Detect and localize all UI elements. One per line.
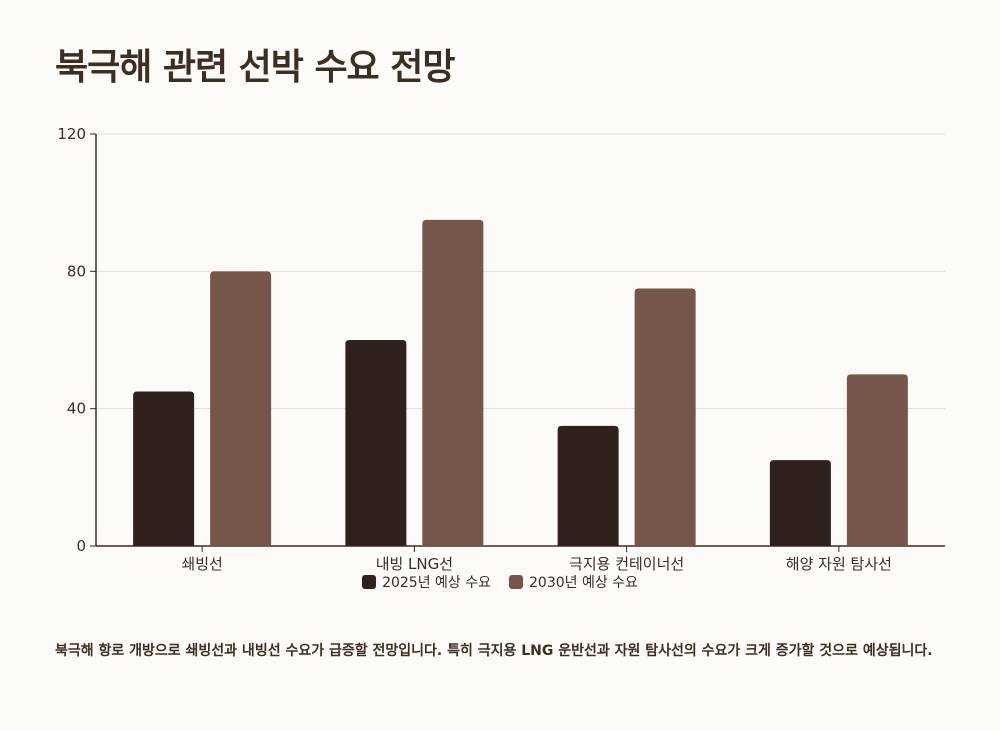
y-tick-label: 0 (76, 537, 86, 555)
bar-2025-2 (557, 425, 619, 546)
chart-title: 북극해 관련 선박 수요 전망 (55, 47, 455, 88)
legend-label-2025: 2025년 예상 수요 (382, 575, 491, 591)
bar-2030-0 (210, 271, 272, 546)
y-tick-label: 120 (57, 125, 86, 143)
bar-2025-1 (345, 340, 407, 546)
chart-description: 북극해 항로 개방으로 쇄빙선과 내빙선 수요가 급증할 전망입니다. 특히 극… (55, 643, 933, 659)
bar-2025-0 (133, 391, 195, 546)
legend-swatch-2025 (362, 575, 377, 589)
x-category-label: 해양 자원 탐사선 (786, 555, 892, 573)
bar-2025-3 (769, 460, 831, 546)
bar-2030-3 (846, 374, 908, 546)
bar-chart: 0 40 80 120 쇄빙선 내빙 LNG선 극지용 컨테이너선 해양 자원 탐사선 (57, 125, 945, 573)
x-category-label: 내빙 LNG선 (376, 555, 453, 573)
bar-2030-1 (422, 219, 484, 547)
chart-legend: 2025년 예상 수요 2030년 예상 수요 (0, 572, 1000, 592)
y-tick-label: 40 (67, 400, 86, 418)
x-category-label: 극지용 컨테이너선 (569, 555, 684, 573)
legend-item-2025[interactable]: 2025년 예상 수요 (362, 572, 491, 592)
legend-swatch-2030 (509, 575, 523, 589)
x-category-label: 쇄빙선 (181, 555, 222, 573)
legend-item-2030[interactable]: 2030년 예상 수요 (509, 572, 638, 592)
y-tick-label: 80 (67, 262, 86, 280)
bar-2030-2 (634, 288, 696, 546)
legend-label-2030: 2030년 예상 수요 (529, 575, 638, 591)
